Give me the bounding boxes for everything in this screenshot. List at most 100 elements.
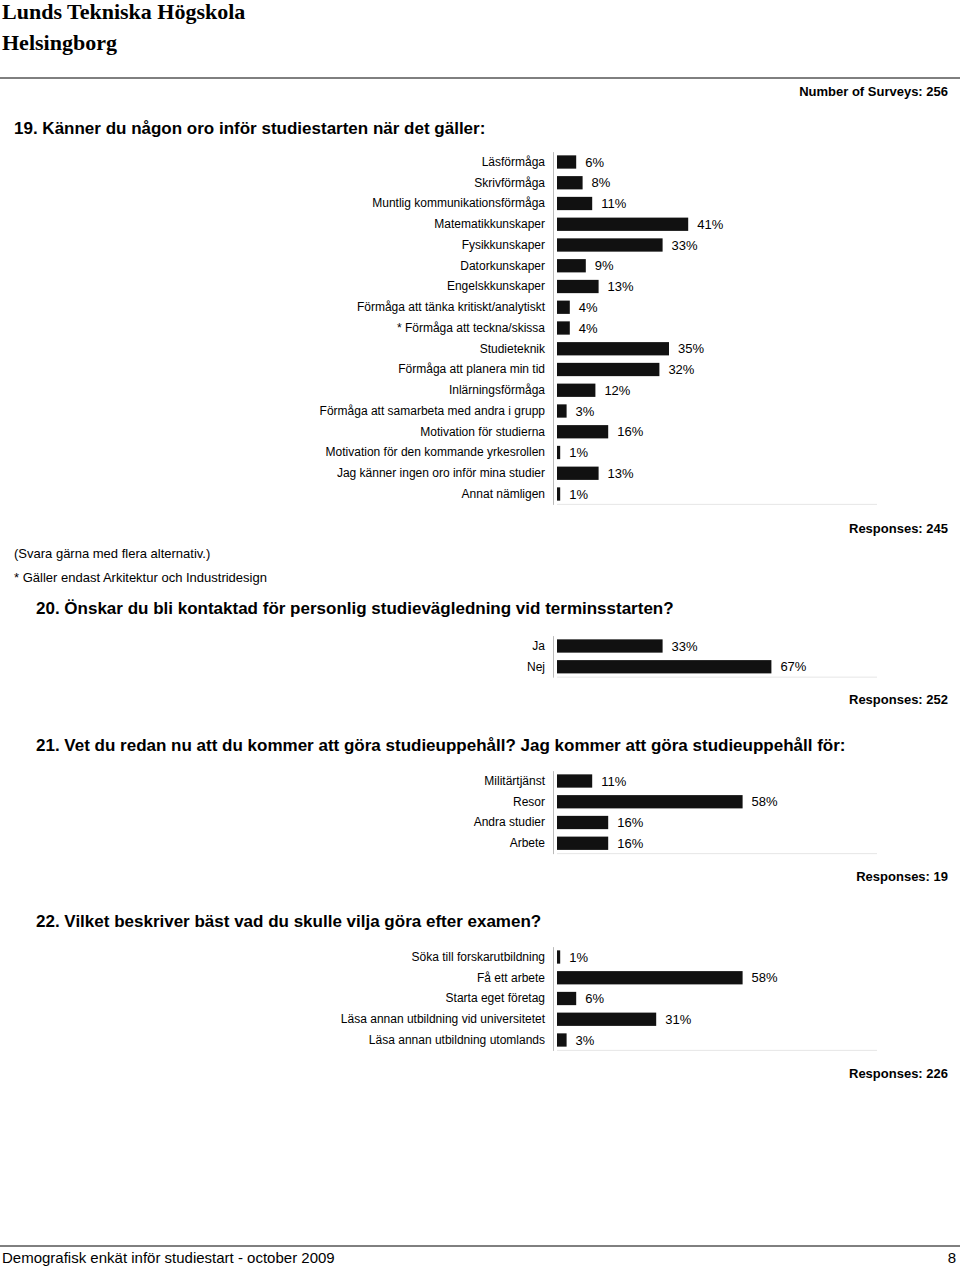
bar	[557, 660, 771, 673]
axis-line	[553, 152, 554, 505]
data-label: 11%	[601, 774, 626, 789]
category-label: Fysikkunskaper	[462, 238, 545, 252]
category-label: Nej	[527, 660, 545, 674]
tick: Läsförmåga	[482, 155, 553, 169]
data-label: 4%	[579, 300, 598, 315]
bar	[557, 218, 688, 231]
data-labels: 1%58%6%31%3%	[569, 950, 778, 1048]
institution: Lunds Tekniska Högskola	[2, 0, 245, 24]
category-label: Motivation för studierna	[420, 425, 545, 439]
bar	[557, 446, 560, 459]
bar	[557, 1033, 567, 1046]
data-label: 58%	[752, 970, 778, 985]
chart: 22. Vilket beskriver bäst vad du skulle …	[36, 912, 948, 1081]
tick: Muntlig kommunikationsförmåga	[372, 196, 553, 210]
data-label: 3%	[576, 404, 595, 419]
category-label: * Förmåga att teckna/skissa	[397, 321, 545, 335]
bar	[557, 321, 570, 334]
page: Lunds Tekniska HögskolaHelsingborgNumber…	[0, 0, 960, 1269]
tick: Ja	[532, 639, 553, 653]
category-label: Muntlig kommunikationsförmåga	[372, 196, 545, 210]
bars	[557, 155, 688, 500]
category-label: Förmåga att planera min tid	[398, 362, 545, 376]
bar	[557, 950, 560, 963]
category-label: Få ett arbete	[477, 971, 545, 985]
data-label: 32%	[668, 362, 694, 377]
bar	[557, 384, 595, 397]
bar	[557, 155, 576, 168]
tick: Skrivförmåga	[474, 176, 553, 190]
category-label: Inlärningsförmåga	[449, 383, 545, 397]
bar	[557, 467, 599, 480]
tick: Militärtjänst	[484, 774, 553, 788]
question-title: 21. Vet du redan nu att du kommer att gö…	[36, 736, 846, 755]
data-label: 41%	[697, 217, 723, 232]
category-axis: MilitärtjänstResorAndra studierArbete	[474, 771, 554, 854]
category-label: Söka till forskarutbildning	[412, 950, 545, 964]
bar	[557, 816, 608, 829]
data-label: 9%	[595, 258, 614, 273]
question-title: 20. Önskar du bli kontaktad för personli…	[36, 599, 674, 618]
responses: Responses: 226	[849, 1066, 948, 1081]
data-label: 6%	[585, 155, 604, 170]
footer-rule	[0, 1246, 960, 1247]
data-label: 33%	[672, 238, 698, 253]
bar	[557, 795, 743, 808]
tick: Läsa annan utbildning utomlands	[369, 1033, 553, 1047]
question-title: 22. Vilket beskriver bäst vad du skulle …	[36, 912, 541, 931]
category-axis: Söka till forskarutbildning Få ett arbete…	[341, 947, 554, 1051]
chart: 19. Känner du någon oro inför studiestar…	[14, 119, 948, 585]
bar	[557, 280, 599, 293]
question-title: 19. Känner du någon oro inför studiestar…	[14, 119, 485, 138]
tick: Starta eget företag	[446, 991, 553, 1005]
tick: Förmåga att samarbeta med andra i grupp	[320, 404, 553, 418]
tick: Få ett arbete	[477, 971, 553, 985]
note: * Gäller endast Arkitektur och Industrid…	[14, 570, 267, 585]
bar	[557, 487, 560, 500]
value-axis-line	[557, 677, 877, 678]
tick: Jag känner ingen oro inför mina studier	[337, 466, 553, 480]
category-label: Motivation för den kommande yrkesrollen	[326, 445, 545, 459]
category-label: Jag känner ingen oro inför mina studier	[337, 466, 545, 480]
survey-count: Number of Surveys: 256	[799, 84, 948, 99]
tick: Andra studier	[474, 815, 553, 829]
category-label: Annat nämligen	[462, 487, 545, 501]
category-label: Förmåga att tänka kritiskt/analytiskt	[357, 300, 546, 314]
bars	[557, 639, 771, 673]
category-axis: Ja Nej	[527, 636, 554, 678]
category-label: Starta eget företag	[446, 991, 545, 1005]
bar	[557, 971, 743, 984]
tick: Nej	[527, 660, 553, 674]
tick: Matematikkunskaper	[434, 217, 553, 231]
data-label: 16%	[617, 815, 643, 830]
bar	[557, 363, 659, 376]
data-label: 12%	[604, 383, 630, 398]
category-label: Resor	[513, 795, 545, 809]
tick: Förmåga att tänka kritiskt/analytiskt	[357, 300, 553, 314]
data-label: 11%	[601, 196, 626, 211]
category-label: Ja	[532, 639, 545, 653]
data-label: 31%	[665, 1012, 691, 1027]
category-label: Förmåga att samarbeta med andra i grupp	[320, 404, 546, 418]
tick: Motivation för studierna	[420, 425, 553, 439]
data-label: 35%	[678, 341, 704, 356]
axis-line	[553, 771, 554, 854]
chart: 20. Önskar du bli kontaktad för personli…	[36, 599, 948, 707]
tick: Inlärningsförmåga	[449, 383, 553, 397]
header-rule	[0, 78, 960, 79]
bar	[557, 342, 669, 355]
category-axis: Läsförmåga Skrivförmåga Muntlig kommunikat…	[320, 152, 554, 505]
tick: Läsa annan utbildning vid universitetet	[341, 1012, 553, 1026]
category-label: Läsa annan utbildning utomlands	[369, 1033, 545, 1047]
category-label: Läsförmåga	[482, 155, 546, 169]
tick: Resor	[513, 795, 553, 809]
axis-line	[553, 947, 554, 1051]
data-label: 13%	[608, 279, 634, 294]
data-label: 4%	[579, 321, 598, 336]
bar	[557, 176, 583, 189]
category-label: Skrivförmåga	[474, 176, 545, 190]
tick: Söka till forskarutbildning	[412, 950, 553, 964]
value-axis-line	[557, 1050, 877, 1051]
bar	[557, 992, 576, 1005]
value-axis-line	[557, 504, 877, 505]
